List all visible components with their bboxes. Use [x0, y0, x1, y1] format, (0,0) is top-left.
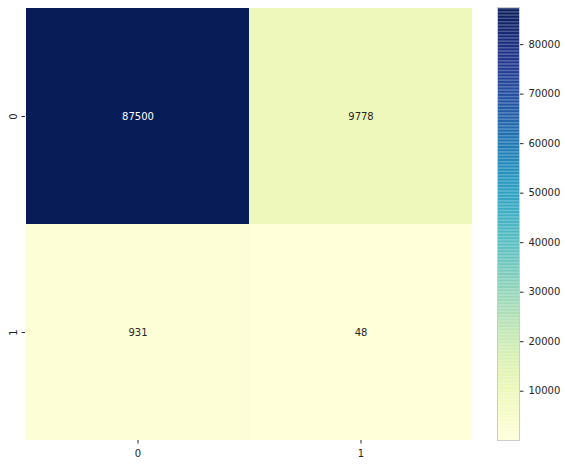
- svg-text:931: 931: [128, 327, 147, 338]
- svg-text:87500: 87500: [122, 111, 154, 122]
- svg-text:20000: 20000: [529, 336, 561, 347]
- svg-text:50000: 50000: [529, 187, 561, 198]
- svg-text:1: 1: [358, 448, 364, 459]
- svg-text:9778: 9778: [348, 111, 373, 122]
- svg-text:0: 0: [8, 113, 19, 119]
- svg-text:48: 48: [355, 327, 368, 338]
- svg-text:1: 1: [8, 329, 19, 335]
- svg-text:70000: 70000: [529, 88, 561, 99]
- svg-text:10000: 10000: [529, 385, 561, 396]
- svg-text:0: 0: [135, 448, 141, 459]
- svg-text:40000: 40000: [529, 237, 561, 248]
- svg-text:80000: 80000: [529, 39, 561, 50]
- svg-text:30000: 30000: [529, 286, 561, 297]
- svg-text:60000: 60000: [529, 138, 561, 149]
